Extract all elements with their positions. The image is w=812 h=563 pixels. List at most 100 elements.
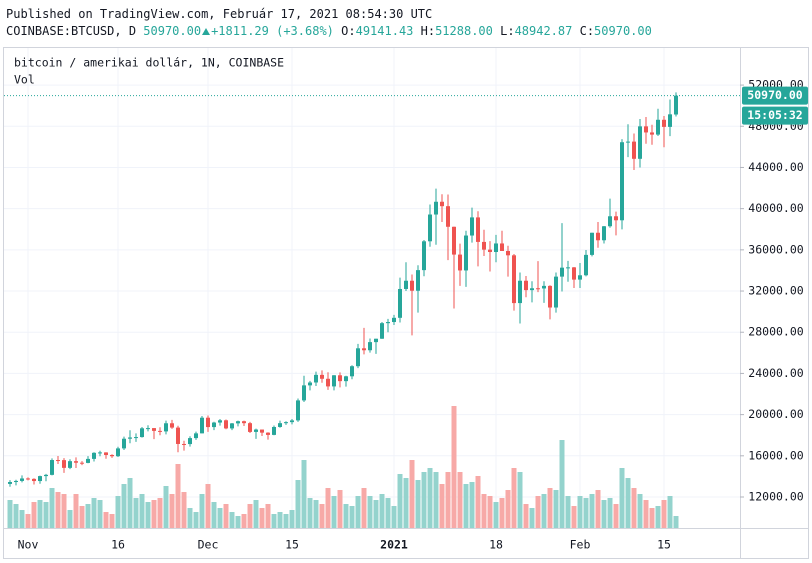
candle-body: [314, 374, 318, 383]
candle-body: [542, 285, 546, 289]
candle-body: [308, 382, 312, 386]
volume-bar: [319, 504, 325, 528]
volume-bar: [19, 510, 25, 528]
candle-body: [14, 480, 18, 483]
low: 48942.87: [514, 24, 573, 38]
candle-body: [212, 422, 216, 428]
candle-body: [644, 126, 648, 133]
volume-bar: [439, 484, 445, 528]
volume-bar: [613, 504, 619, 528]
volume-bar: [583, 498, 589, 528]
volume-bar: [379, 494, 385, 528]
volume-bar: [361, 488, 367, 528]
candle-body: [320, 374, 324, 379]
candle-body: [350, 366, 354, 377]
candle-body: [344, 376, 348, 382]
candle-body: [458, 254, 462, 271]
candle-body: [434, 201, 438, 215]
candle-body: [530, 288, 534, 291]
volume-bar: [253, 500, 259, 528]
candle-body: [116, 448, 120, 457]
candle-body: [248, 423, 252, 432]
candle-body: [476, 217, 480, 242]
candle-body: [44, 474, 48, 477]
last-price-box: [742, 86, 808, 105]
candle-body: [386, 322, 390, 324]
candle-body: [620, 142, 624, 221]
volume-bar: [133, 498, 139, 528]
y-tick-label: 32000.00: [748, 284, 803, 298]
volume-bar: [13, 504, 19, 528]
candle-body: [536, 288, 540, 290]
candle-body: [152, 428, 156, 431]
volume-bar: [223, 504, 229, 528]
volume-bar: [187, 508, 193, 528]
volume-bar: [547, 488, 553, 528]
volume-bar: [523, 504, 529, 528]
volume-bar: [205, 484, 211, 528]
candle-body: [176, 427, 180, 444]
published: Published on TradingView.com, Február 17…: [6, 7, 433, 21]
volume-bar: [91, 498, 97, 528]
candle-body: [92, 452, 96, 459]
x-tick-label: 15: [285, 538, 299, 552]
volume-bar: [481, 494, 487, 528]
volume-bar: [397, 474, 403, 528]
candle-body: [332, 375, 336, 387]
candle-body: [98, 452, 102, 454]
candle-body: [338, 375, 342, 382]
candle-body: [512, 255, 516, 304]
volume-bar: [427, 468, 433, 528]
y-tick-label: 20000.00: [748, 407, 803, 421]
y-tick-label: 16000.00: [748, 448, 803, 462]
volume-bar: [331, 496, 337, 528]
candle-body: [566, 267, 570, 269]
volume-bar: [511, 468, 517, 528]
volume-bar: [649, 508, 655, 528]
candle-body: [638, 126, 642, 159]
volume-bar: [589, 494, 595, 528]
candle-body: [488, 249, 492, 253]
candle-body: [290, 420, 294, 423]
candle-body: [260, 429, 264, 433]
volume-bar: [535, 496, 541, 528]
volume-bar: [61, 494, 67, 528]
volume-bar: [337, 490, 343, 528]
candle-body: [368, 342, 372, 351]
volume-bar: [193, 512, 199, 528]
l-label: L:: [500, 24, 515, 38]
volume-bar: [241, 514, 247, 528]
volume-bar: [559, 440, 565, 528]
volume-bar: [415, 480, 421, 528]
volume-bar: [565, 496, 571, 528]
x-tick-label: 15: [657, 538, 671, 552]
volume-bar: [235, 516, 241, 528]
volume-bar: [637, 494, 643, 528]
volume-bar: [151, 500, 157, 528]
volume-bar: [265, 504, 271, 528]
x-tick-label: Nov: [18, 538, 39, 552]
volume-bar: [109, 514, 115, 528]
y-tick-label: 24000.00: [748, 366, 803, 380]
candle-body: [518, 280, 522, 304]
candle-body: [68, 461, 72, 468]
volume-bar: [619, 468, 625, 528]
volume-bar: [49, 488, 55, 528]
candle-body: [266, 432, 270, 435]
volume-bar: [595, 490, 601, 528]
quote-line: COINBASE:BTCUSD, D 50970.00 +1811.29 (+3.…: [6, 23, 652, 40]
candle-body: [602, 226, 606, 241]
volume-bar: [655, 506, 661, 528]
volume-bar: [469, 482, 475, 528]
candle-body: [662, 119, 666, 127]
volume-bar: [325, 488, 331, 528]
candle-body: [584, 254, 588, 276]
volume-bar: [577, 496, 583, 528]
volume-bar: [631, 488, 637, 528]
candle-body: [356, 348, 360, 367]
candle-body: [464, 235, 468, 271]
volume-bar: [643, 500, 649, 528]
x-tick-label: Dec: [198, 538, 219, 552]
volume-bar: [25, 514, 31, 528]
volume-bar: [199, 494, 205, 528]
